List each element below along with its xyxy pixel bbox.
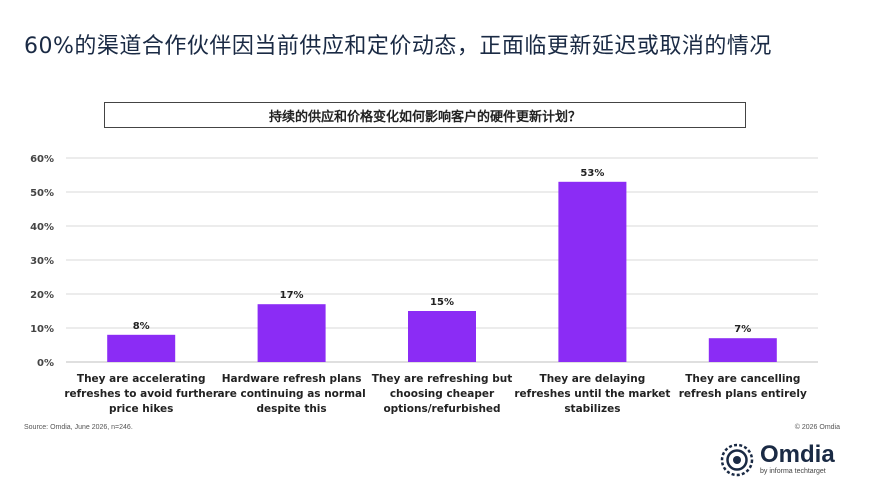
- x-category-label: refreshes to avoid further: [64, 388, 219, 400]
- bar: [408, 311, 476, 362]
- y-tick-label: 50%: [30, 188, 54, 199]
- question-box: 持续的供应和价格变化如何影响客户的硬件更新计划？: [104, 102, 746, 128]
- y-tick-label: 0%: [37, 358, 54, 369]
- y-tick-label: 30%: [30, 256, 54, 267]
- logo-name: Omdia: [760, 441, 835, 468]
- x-category-label: They are cancelling: [685, 373, 800, 385]
- y-tick-label: 60%: [30, 154, 54, 165]
- bar: [107, 334, 176, 362]
- bar: [257, 304, 326, 362]
- x-category-label: price hikes: [109, 403, 173, 415]
- bar: [558, 181, 627, 362]
- bar-value-label: 53%: [580, 168, 604, 179]
- x-category-label: stabilizes: [564, 403, 620, 415]
- omdia-logo: Omdia by informa techtarget: [720, 440, 835, 480]
- x-category-label: are continuing as normal: [217, 388, 365, 400]
- logo-subtitle: by informa techtarget: [760, 468, 826, 475]
- x-category-label: Hardware refresh plans: [222, 373, 362, 385]
- bar-value-label: 7%: [734, 324, 751, 335]
- bar-value-label: 17%: [280, 290, 304, 301]
- slide-title: 60%的渠道合作伙伴因当前供应和定价动态，正面临更新延迟或取消的情况: [24, 34, 772, 59]
- y-tick-label: 20%: [30, 290, 54, 301]
- x-category-label: They are delaying: [540, 373, 646, 385]
- source-note: Source: Omdia, June 2026, n=246.: [24, 424, 133, 431]
- copyright-note: © 2026 Omdia: [794, 424, 840, 431]
- omdia-logo-icon: [720, 443, 754, 477]
- x-category-label: choosing cheaper: [390, 388, 495, 400]
- x-category-label: options/refurbished: [383, 403, 500, 415]
- bar-value-label: 8%: [133, 321, 150, 332]
- y-tick-label: 40%: [30, 222, 54, 233]
- x-category-label: They are refreshing but: [372, 373, 512, 385]
- x-category-label: despite this: [257, 403, 327, 415]
- x-category-label: refresh plans entirely: [679, 388, 807, 400]
- bar: [708, 338, 777, 362]
- x-category-label: They are accelerating: [77, 373, 206, 385]
- x-category-label: refreshes until the market: [514, 388, 670, 400]
- y-tick-label: 10%: [30, 324, 54, 335]
- bar-value-label: 15%: [430, 297, 454, 308]
